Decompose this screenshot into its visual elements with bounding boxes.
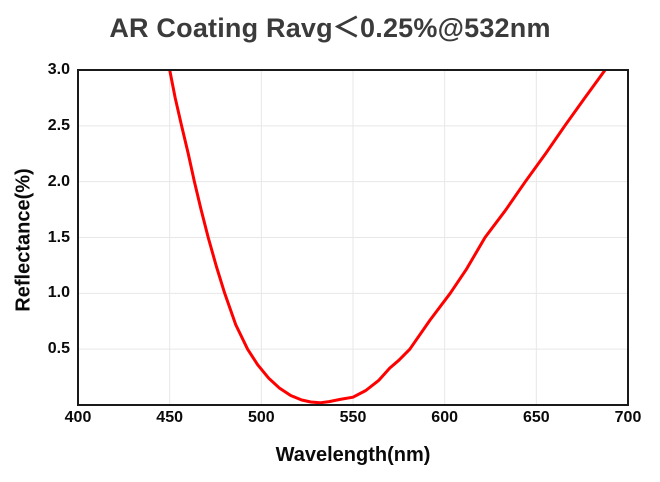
y-tick-label: 3.0	[47, 61, 70, 78]
x-tick-label: 700	[614, 409, 642, 426]
x-tick-label: 400	[64, 409, 92, 426]
y-tick-label: 0.5	[47, 340, 70, 358]
x-tick-label: 600	[431, 409, 458, 426]
x-tick-label: 550	[339, 409, 367, 426]
y-tick-label: 1.0	[47, 284, 70, 302]
y-tick-label: 2.0	[47, 172, 70, 190]
x-tick-label: 500	[247, 409, 275, 426]
x-tick-label: 650	[522, 409, 550, 426]
y-tick-label: 2.5	[47, 116, 70, 134]
y-tick-label: 1.5	[47, 228, 70, 246]
chart-title: AR Coating Ravg＜0.25%@532nm	[109, 13, 551, 43]
x-axis-title: Wavelength(nm)	[275, 444, 431, 466]
plot-border	[77, 69, 629, 406]
x-tick-label: 450	[156, 409, 183, 426]
reflectance-curve	[168, 69, 607, 405]
